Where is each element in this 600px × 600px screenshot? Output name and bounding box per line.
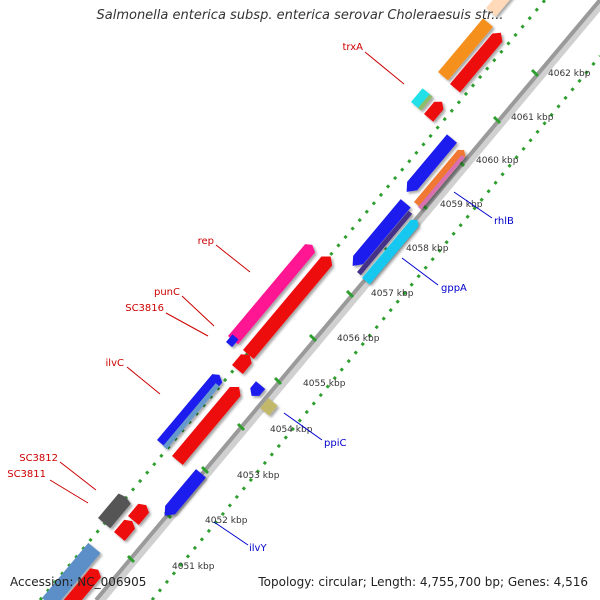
gene-arrow bbox=[418, 154, 465, 210]
scale-label: 4061 kbp bbox=[511, 113, 554, 123]
gene-arrow bbox=[486, 0, 516, 17]
scale-tick bbox=[200, 465, 210, 475]
gene-arrow bbox=[226, 334, 239, 348]
gene-arrow bbox=[362, 219, 419, 285]
scale-label: 4057 kbp bbox=[371, 289, 414, 299]
scale-tick bbox=[126, 554, 136, 564]
scale-label: 4055 kbp bbox=[303, 379, 346, 389]
leader-line bbox=[401, 257, 439, 286]
scale-tick bbox=[492, 115, 502, 125]
scale-label: 4053 kbp bbox=[237, 471, 280, 481]
leader-line bbox=[181, 295, 215, 327]
gene-arrow bbox=[228, 244, 316, 345]
gene-label: SC3811 bbox=[7, 469, 46, 480]
scale-tick bbox=[530, 68, 540, 78]
gene-arrow bbox=[114, 519, 136, 541]
accession-text: Accession: NC_006905 bbox=[10, 575, 147, 589]
gene-label: gppA bbox=[441, 283, 467, 294]
scale-tick bbox=[345, 289, 355, 299]
leader-line bbox=[59, 461, 97, 491]
gene-label: trxA bbox=[342, 42, 363, 53]
gene-arrow bbox=[232, 354, 252, 374]
gene-label: ilvY bbox=[249, 543, 267, 554]
gene-arrow bbox=[250, 381, 266, 396]
scale-label: 4058 kbp bbox=[406, 244, 449, 254]
gene-label: SC3816 bbox=[125, 303, 164, 314]
leader-line bbox=[165, 312, 209, 337]
gene-arrow bbox=[357, 210, 413, 276]
scale-label: 4052 kbp bbox=[205, 516, 248, 526]
gene-arrow bbox=[62, 568, 102, 600]
gene-arrow bbox=[352, 199, 411, 266]
leader-line bbox=[453, 191, 493, 219]
scale-label: 4062 kbp bbox=[548, 69, 591, 79]
gene-arrow bbox=[172, 386, 241, 465]
scale-label: 4059 kbp bbox=[440, 200, 483, 210]
gene-arrow bbox=[260, 398, 278, 416]
leader-line bbox=[213, 521, 249, 546]
gene-arrow bbox=[414, 149, 466, 209]
gene-label: rhlB bbox=[494, 216, 514, 227]
scale-tick bbox=[308, 333, 318, 343]
leader-line bbox=[126, 366, 161, 395]
gene-label: rep bbox=[198, 236, 214, 247]
inner-tick-ring bbox=[150, 55, 600, 600]
gene-label: ilvC bbox=[106, 358, 124, 369]
gene-arrow bbox=[438, 18, 493, 81]
gene-arrow bbox=[406, 134, 457, 192]
scale-tick bbox=[236, 422, 246, 432]
leader-line bbox=[283, 412, 323, 441]
leader-line bbox=[364, 51, 405, 85]
scale-label: 4056 kbp bbox=[337, 334, 380, 344]
gene-arrow bbox=[164, 469, 206, 516]
scale-label: 4060 kbp bbox=[476, 156, 519, 166]
gene-arrow bbox=[163, 383, 220, 450]
gene-arrow bbox=[243, 256, 333, 359]
map-title: Salmonella enterica subsp. enterica sero… bbox=[96, 8, 504, 23]
gene-arrow bbox=[411, 88, 432, 110]
gene-arrow bbox=[424, 101, 444, 122]
leader-line bbox=[49, 479, 89, 504]
scale-label: 4054 kbp bbox=[270, 425, 313, 435]
scale-label: 4051 kbp bbox=[172, 562, 215, 572]
genome-summary-text: Topology: circular; Length: 4,755,700 bp… bbox=[258, 575, 588, 589]
leader-line bbox=[215, 244, 251, 273]
gene-arrow bbox=[418, 94, 433, 111]
gene-arrow bbox=[450, 32, 503, 93]
gene-label: ppiC bbox=[324, 438, 346, 449]
gene-arrow bbox=[98, 493, 131, 529]
scale-tick bbox=[273, 376, 283, 386]
label-leaders bbox=[49, 51, 493, 546]
gene-arrow bbox=[157, 374, 223, 449]
gene-features bbox=[42, 0, 517, 600]
gene-arrow bbox=[42, 542, 101, 600]
gene-label: SC3812 bbox=[19, 453, 58, 464]
gene-arrow bbox=[128, 503, 150, 525]
gene-label: punC bbox=[154, 287, 180, 298]
